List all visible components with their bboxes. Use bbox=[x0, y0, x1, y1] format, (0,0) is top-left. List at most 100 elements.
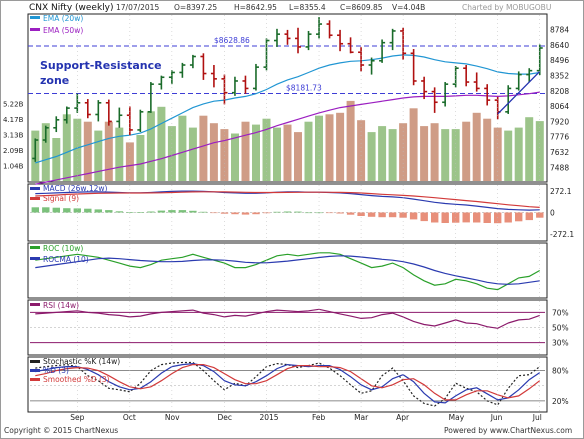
macd-histogram-bar bbox=[94, 209, 102, 213]
header-bar: CNX Nifty (weekly) 17/07/2015 O=8397.25 … bbox=[29, 3, 551, 13]
signal-legend-label: Signal (9) bbox=[43, 194, 79, 203]
x-axis-label: Feb bbox=[312, 413, 326, 422]
macd-histogram-bar bbox=[147, 211, 155, 213]
volume-axis-label: 4.17B bbox=[3, 116, 24, 124]
volume-bar bbox=[104, 121, 113, 181]
macd-histogram-bar bbox=[231, 212, 239, 215]
price-axis-label: 7776 bbox=[550, 133, 569, 142]
price-axis-label: 8208 bbox=[550, 87, 569, 96]
roc-panel bbox=[27, 242, 548, 299]
macd-histogram-bar bbox=[241, 212, 250, 215]
rsi-axis-label: 70% bbox=[552, 308, 569, 317]
price-axis-label: 8496 bbox=[550, 56, 569, 65]
footer-bar: Copyright © 2015 ChartNexus Powered by w… bbox=[4, 426, 572, 435]
volume-bar bbox=[262, 118, 271, 181]
volume-bar bbox=[378, 126, 387, 181]
macd-histogram-bar bbox=[84, 208, 92, 213]
volume-bar bbox=[315, 115, 323, 181]
macd-histogram-bar bbox=[462, 212, 470, 223]
volume-bar bbox=[346, 100, 355, 181]
volume-bar bbox=[430, 123, 439, 181]
volume-bar bbox=[125, 142, 134, 181]
macd-axis-label: 272.1 bbox=[550, 187, 572, 196]
volume-bar bbox=[136, 135, 145, 181]
volume-bar bbox=[94, 130, 103, 181]
volume-bar bbox=[73, 118, 82, 181]
macd-histogram-bar bbox=[315, 212, 323, 214]
stochastic-axis-label: 80% bbox=[552, 367, 569, 376]
roc-legend-swatch bbox=[30, 246, 40, 249]
macd-histogram-bar bbox=[262, 212, 271, 214]
quote-open: O=8397.25 bbox=[174, 3, 217, 12]
quote-close: C=8609.85 bbox=[340, 3, 383, 12]
macd-histogram-bar bbox=[168, 210, 176, 213]
macd-histogram-bar bbox=[525, 212, 533, 221]
volume-axis-label: 3.13B bbox=[3, 132, 24, 140]
macd-histogram-bar bbox=[420, 212, 428, 222]
stoch-sd-legend-label: Smoothed %D (3) bbox=[43, 375, 110, 384]
rsi-axis-label: 30% bbox=[552, 339, 569, 348]
volume-bar bbox=[472, 112, 481, 181]
macd-histogram-bar bbox=[273, 211, 281, 213]
roc-legend: ROC (10w) ROCMA (10) bbox=[30, 244, 89, 264]
rsi-legend-swatch bbox=[30, 303, 40, 306]
ema50-legend-label: EMA (50w) bbox=[43, 26, 83, 35]
price-axis-label: 7920 bbox=[550, 117, 569, 126]
volume-axis-label: 5.22B bbox=[3, 101, 24, 109]
macd-histogram-bar bbox=[157, 210, 166, 213]
stoch-k-legend-label: Stochastic %K (14w) bbox=[43, 357, 120, 366]
stoch-k-legend-swatch bbox=[30, 360, 40, 363]
price-series: $8628.86 $8181.73 bbox=[28, 17, 547, 185]
volume-bar bbox=[367, 132, 376, 181]
stochastic-legend: Stochastic %K (14w) %D (3) Smoothed %D (… bbox=[30, 357, 120, 384]
macd-histogram-bar bbox=[441, 212, 449, 223]
volume-bar bbox=[493, 127, 502, 181]
macd-histogram-bar bbox=[504, 212, 512, 223]
volume-bar bbox=[188, 127, 197, 181]
macd-histogram-bar bbox=[399, 212, 407, 218]
macd-legend: MACD (26w,12w) Signal (9) bbox=[30, 184, 108, 203]
price-axis-label: 8640 bbox=[550, 41, 569, 50]
price-legend: EMA (20w) EMA (50w) bbox=[30, 14, 83, 35]
volume-bar bbox=[52, 138, 61, 181]
ema20-line bbox=[35, 54, 540, 164]
volume-bar bbox=[283, 124, 292, 181]
volume-bar bbox=[294, 132, 302, 181]
macd-histogram-bar bbox=[473, 212, 481, 223]
volume-bar bbox=[83, 121, 92, 181]
volume-axis-label: 1.04B bbox=[3, 163, 24, 171]
volume-bar bbox=[325, 114, 334, 182]
volume-bar bbox=[115, 127, 124, 181]
macd-histogram-bar bbox=[515, 212, 523, 222]
volume-bar bbox=[167, 126, 176, 181]
stoch-d-legend-label: %D (3) bbox=[43, 366, 69, 375]
ema20-legend-swatch bbox=[30, 16, 40, 19]
macd-histogram-bar bbox=[178, 210, 187, 213]
stoch-sd-legend-swatch bbox=[30, 378, 40, 381]
price-axis-label: 7632 bbox=[550, 148, 569, 157]
rsi-legend: RSI (14w) bbox=[30, 301, 79, 310]
x-axis-label: 2015 bbox=[259, 413, 278, 422]
volume-bar bbox=[388, 129, 397, 181]
volume-bar bbox=[146, 111, 155, 181]
x-axis-label: Jun bbox=[490, 413, 503, 422]
macd-histogram-bar bbox=[73, 208, 81, 213]
macd-histogram-bar bbox=[126, 212, 134, 213]
macd-histogram-bar bbox=[294, 211, 302, 213]
macd-histogram-bar bbox=[304, 212, 313, 214]
macd-legend-label: MACD (26w,12w) bbox=[43, 184, 108, 193]
annotation-line-2: zone bbox=[40, 74, 69, 87]
macd-histogram-bar bbox=[52, 207, 60, 213]
chart-credit: Charted by MOBUGOBU bbox=[462, 3, 551, 12]
macd-histogram-bar bbox=[252, 212, 260, 215]
quote-volume: V=4.04B bbox=[392, 3, 425, 12]
macd-axis-label: 0 bbox=[550, 209, 555, 218]
volume-bar bbox=[273, 127, 281, 181]
macd-histogram-bar bbox=[189, 210, 197, 213]
stochastic-d-line bbox=[35, 362, 541, 404]
macd-axis-label: -272.1 bbox=[550, 230, 574, 239]
volume-axis-label: 2.09B bbox=[3, 147, 24, 155]
signal-line bbox=[35, 191, 540, 208]
macd-histogram-bar bbox=[378, 212, 386, 218]
